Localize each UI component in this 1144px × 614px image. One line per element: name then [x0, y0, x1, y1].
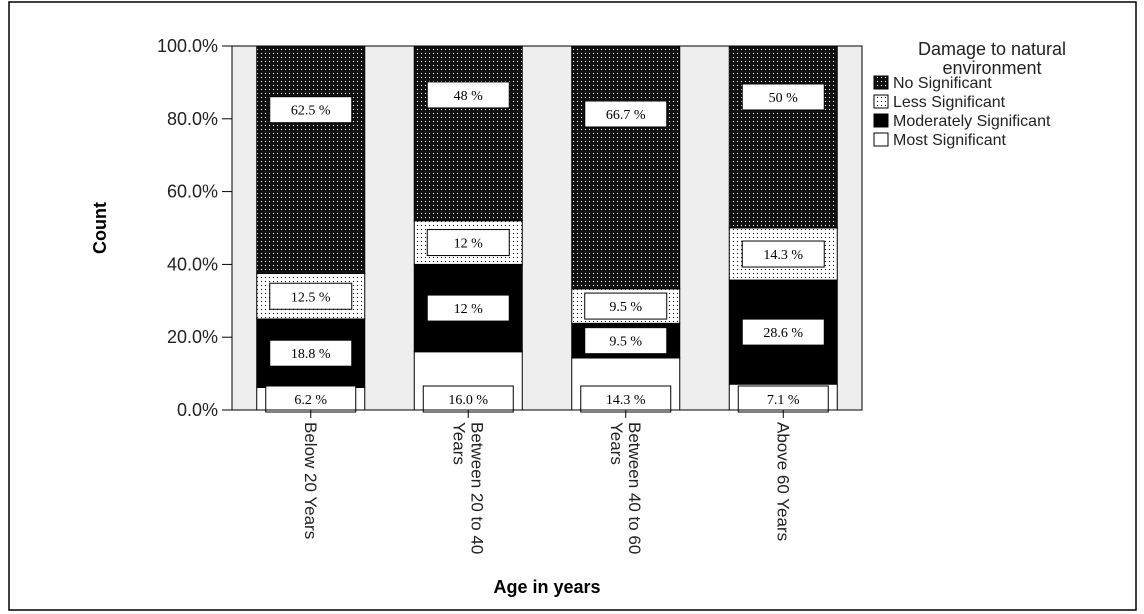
- data-label: 12 %: [454, 302, 484, 317]
- y-tick-label: 80.0%: [167, 109, 218, 129]
- data-label: 66.7 %: [606, 108, 646, 123]
- x-tick-label: Between 20 to 40Years: [449, 422, 486, 554]
- y-tick-label: 60.0%: [167, 182, 218, 202]
- legend-label: Most Significant: [893, 132, 1006, 149]
- legend-label: Moderately Significant: [893, 113, 1051, 130]
- data-label-box: [584, 100, 668, 128]
- data-label: 7.1 %: [767, 393, 800, 408]
- data-label: 9.5 %: [609, 300, 642, 315]
- data-label-box: [584, 327, 668, 355]
- data-label: 6.2 %: [294, 393, 327, 408]
- x-tick-label-line: Years: [607, 422, 626, 465]
- legend-swatch-less-significant: [873, 94, 889, 109]
- x-tick-label-line: Between 40 to 60: [625, 422, 644, 554]
- legend-swatch-moderately-significant: [873, 113, 889, 128]
- bar-no-significant: [571, 45, 681, 290]
- x-tick-label-line: Years: [449, 422, 468, 465]
- data-label-box: [426, 229, 510, 257]
- data-label-box: [426, 294, 510, 322]
- data-label: 12.5 %: [291, 290, 331, 305]
- legend-label: Less Significant: [893, 94, 1006, 111]
- y-tick-label: 20.0%: [167, 327, 218, 347]
- x-axis: Below 20 Years Between 20 to 40Years Betwe…: [232, 409, 862, 554]
- data-label-box: [741, 83, 825, 111]
- data-label-box: [269, 96, 353, 124]
- data-label-box: [584, 292, 668, 320]
- data-label-box: [737, 385, 829, 413]
- y-tick-label: 0.0%: [177, 400, 218, 420]
- x-tick-label: Between 40 to 60Years: [607, 422, 644, 554]
- data-label: 48 %: [454, 89, 484, 104]
- y-tick-label: 40.0%: [167, 254, 218, 274]
- data-label: 18.8 %: [291, 347, 331, 362]
- data-label: 14.3 %: [606, 393, 646, 408]
- x-tick-label-line: Below 20 Years: [301, 422, 320, 539]
- data-label: 28.6 %: [763, 326, 803, 341]
- bar-no-significant: [413, 45, 523, 222]
- data-label: 12 %: [454, 237, 484, 252]
- y-tick-label: 100.0%: [157, 36, 218, 56]
- legend-swatch-most-significant: [873, 132, 889, 147]
- data-label: 16.0 %: [448, 393, 488, 408]
- legend-title: environment: [942, 58, 1041, 78]
- y-axis: 0.0% 20.0% 40.0% 60.0% 80.0% 100.0%: [157, 36, 233, 420]
- x-tick-label-line: Between 20 to 40: [467, 422, 486, 554]
- x-axis-label: Age in years: [493, 577, 600, 597]
- data-label: 9.5 %: [609, 335, 642, 350]
- data-label: 50 %: [769, 91, 799, 106]
- data-label-box: [741, 240, 825, 268]
- data-label-box: [426, 81, 510, 109]
- y-axis-label: Count: [90, 202, 110, 254]
- bar-no-significant: [728, 45, 838, 229]
- x-tick-label: Above 60 Years: [773, 422, 792, 541]
- bar-no-significant: [256, 45, 366, 274]
- legend-swatch-no-significant: [873, 75, 889, 90]
- bars-layer: 6.2 % 18.8 % 12.5 % 62.5 % 16.0 % 12 % 12 % 48 …: [256, 45, 838, 413]
- data-label: 62.5 %: [291, 104, 331, 119]
- x-tick-label: Below 20 Years: [301, 422, 320, 539]
- legend-title: Damage to natural: [918, 39, 1066, 59]
- data-label-box: [269, 282, 353, 310]
- legend-label: No Significant: [893, 75, 992, 92]
- x-tick-label-line: Above 60 Years: [773, 422, 792, 541]
- data-label: 14.3 %: [763, 248, 803, 263]
- data-label-box: [269, 339, 353, 367]
- data-label-box: [741, 318, 825, 346]
- data-label-box: [580, 385, 672, 413]
